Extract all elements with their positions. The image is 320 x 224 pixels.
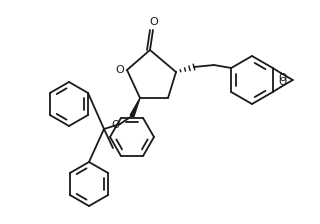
Text: O: O <box>116 65 124 75</box>
Polygon shape <box>130 98 140 117</box>
Text: O: O <box>150 17 158 27</box>
Text: O: O <box>111 120 119 130</box>
Text: O: O <box>279 77 287 87</box>
Text: O: O <box>279 73 287 83</box>
